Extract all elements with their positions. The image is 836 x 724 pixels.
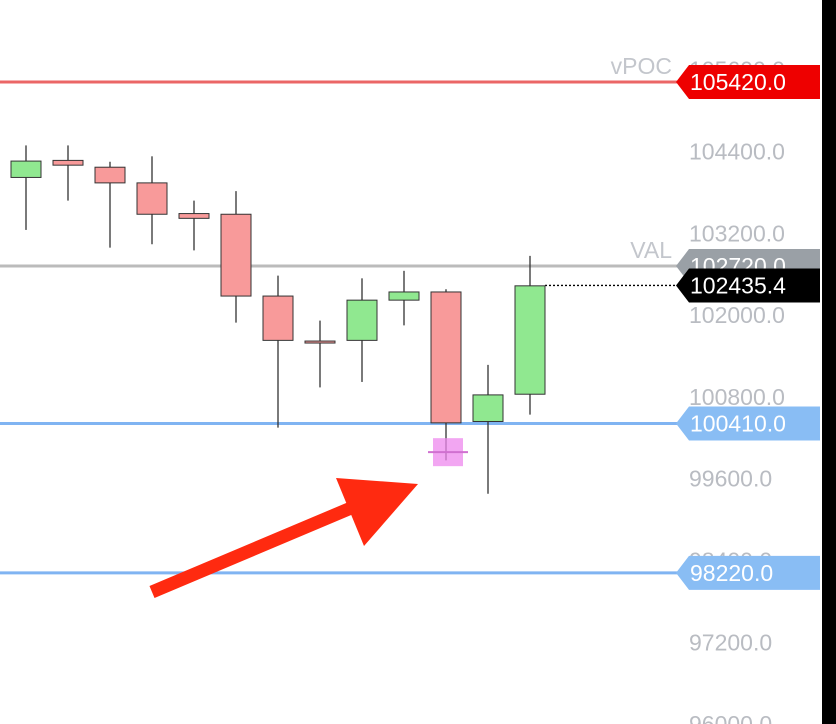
- candle-body: [136, 182, 168, 215]
- arrow-shaft: [149, 494, 373, 598]
- candle-body: [430, 291, 462, 424]
- candle-body: [262, 295, 294, 341]
- candle-body: [94, 166, 126, 184]
- candle: [178, 200, 210, 251]
- candle: [472, 364, 504, 494]
- candle: [346, 278, 378, 382]
- level-tag-2-shape: [676, 406, 820, 441]
- last-price-tag: 102435.4: [676, 268, 820, 303]
- level-tag-2: 100410.0: [676, 406, 820, 441]
- level-name-1: VAL: [630, 237, 672, 263]
- candle: [304, 320, 336, 388]
- candle-body: [346, 299, 378, 341]
- candle: [136, 156, 168, 245]
- axis-tick-label: 96000.0: [689, 711, 772, 724]
- axis-tick-label: 100800.0: [689, 384, 785, 410]
- marker-layer: [428, 438, 468, 467]
- candle: [94, 161, 126, 248]
- level-tag-0: 105420.0: [676, 65, 820, 99]
- candle-body: [304, 340, 336, 344]
- level-lines: [0, 80, 690, 575]
- level-tag-0-shape: [676, 65, 820, 99]
- last-price-tag-shape: [676, 268, 820, 303]
- candle: [220, 191, 252, 323]
- arrow-head: [336, 478, 418, 546]
- candle-body: [220, 213, 252, 297]
- candle: [430, 289, 462, 461]
- annotation-arrow: [149, 478, 418, 598]
- candle-body: [388, 291, 420, 301]
- level-tag-3: 98220.0: [676, 555, 820, 590]
- level-tag-0-label: 105420.0: [690, 69, 786, 95]
- candles: [10, 145, 546, 494]
- candle: [388, 270, 420, 326]
- axis-tick-label: 103200.0: [689, 220, 785, 246]
- axis-tick-label: 99600.0: [689, 466, 772, 492]
- candle-body: [472, 394, 504, 422]
- level-tags: 105420.0vPOC102720.0VAL100410.098220.010…: [611, 53, 820, 590]
- candle: [514, 255, 546, 415]
- level-tag-2-label: 100410.0: [690, 411, 786, 437]
- level-name-0: vPOC: [611, 53, 672, 79]
- right-edge-bar: [822, 0, 836, 724]
- candle: [10, 145, 42, 230]
- axis-tick-label: 97200.0: [689, 629, 772, 655]
- axis-tick-label: 104400.0: [689, 139, 785, 165]
- axis-tick-label: 102000.0: [689, 302, 785, 328]
- candle-body: [178, 213, 210, 219]
- candle: [262, 275, 294, 428]
- candle-body: [52, 159, 84, 166]
- last-price-tag-label: 102435.4: [690, 272, 786, 298]
- price-axis: 105600.0104400.0103200.0102720.0102000.0…: [689, 57, 785, 724]
- candle-body: [10, 160, 42, 178]
- candle: [52, 145, 84, 201]
- level-tag-3-shape: [676, 555, 820, 590]
- level-tag-3-label: 98220.0: [690, 560, 773, 586]
- candle-body: [514, 285, 546, 395]
